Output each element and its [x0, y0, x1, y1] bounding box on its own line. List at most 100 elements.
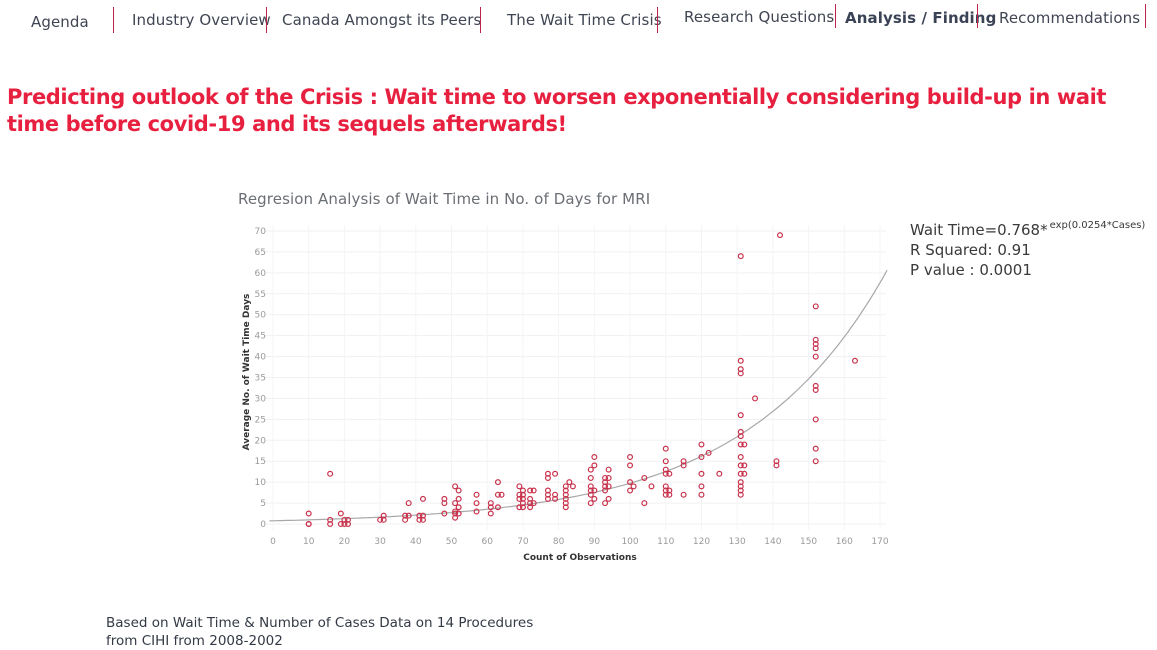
- data-point: [591, 462, 598, 469]
- x-tick-label: 120: [693, 537, 710, 547]
- data-point: [602, 474, 609, 481]
- data-point: [705, 449, 712, 456]
- y-tick-label: 65: [255, 248, 266, 258]
- y-tick-label: 60: [255, 269, 267, 279]
- nav-separator: [113, 7, 114, 33]
- data-point: [344, 516, 351, 523]
- x-tick-label: 100: [621, 537, 638, 547]
- data-point: [698, 491, 705, 498]
- data-point: [812, 336, 819, 343]
- nav-item-industry-overview[interactable]: Industry Overview: [132, 11, 271, 29]
- y-tick-label: 35: [255, 374, 266, 384]
- data-point: [455, 504, 462, 511]
- data-point: [494, 504, 501, 511]
- data-point: [569, 483, 576, 490]
- data-source-note: Based on Wait Time & Number of Cases Dat…: [106, 614, 533, 650]
- y-tick-label: 55: [255, 290, 266, 300]
- data-point: [741, 462, 748, 469]
- data-point: [698, 441, 705, 448]
- data-point: [452, 500, 459, 507]
- data-point: [487, 500, 494, 507]
- data-point: [562, 504, 569, 511]
- data-point: [487, 504, 494, 511]
- data-point: [737, 462, 744, 469]
- data-point: [552, 470, 559, 477]
- y-tick-label: 40: [255, 353, 267, 363]
- data-point: [544, 487, 551, 494]
- data-point: [680, 458, 687, 465]
- data-point: [662, 483, 669, 490]
- y-tick-label: 45: [255, 332, 266, 342]
- data-point: [494, 491, 501, 498]
- data-point: [527, 495, 534, 502]
- y-tick-label: 15: [255, 457, 266, 467]
- y-tick-label: 0: [260, 520, 266, 530]
- data-point: [473, 491, 480, 498]
- data-point: [327, 516, 334, 523]
- data-point: [452, 510, 459, 517]
- data-point: [741, 470, 748, 477]
- y-tick-label: 50: [255, 311, 267, 321]
- data-point: [591, 454, 598, 461]
- data-point: [662, 458, 669, 465]
- x-tick-label: 0: [270, 537, 276, 547]
- x-axis-ticks: 0 10 20 30 40 50 60 70 80 90 100 110 120 130 140 150 160…: [270, 537, 889, 547]
- data-point: [473, 508, 480, 515]
- data-point: [648, 483, 655, 490]
- data-point: [777, 232, 784, 239]
- data-point: [627, 454, 634, 461]
- x-tick-label: 30: [374, 537, 386, 547]
- data-point: [698, 483, 705, 490]
- x-tick-label: 50: [446, 537, 458, 547]
- data-point: [737, 433, 744, 440]
- data-point: [680, 491, 687, 498]
- data-point: [752, 395, 759, 402]
- data-point: [562, 487, 569, 494]
- data-point: [812, 341, 819, 348]
- source-note-line-1: Based on Wait Time & Number of Cases Dat…: [106, 615, 534, 631]
- nav-separator: [1145, 4, 1146, 28]
- data-point: [812, 458, 819, 465]
- nav-item-agenda[interactable]: Agenda: [31, 13, 89, 31]
- nav-item-analysis-finding[interactable]: Analysis / Finding: [845, 9, 997, 27]
- y-axis-ticks: 0 5 10 15 20 25 30 35 40 45 50 55 60 65 70: [255, 227, 267, 530]
- data-point: [737, 470, 744, 477]
- data-point: [552, 491, 559, 498]
- data-point: [441, 500, 448, 507]
- data-point: [737, 370, 744, 377]
- data-point: [516, 495, 523, 502]
- nav-item-research-questions[interactable]: Research Questions: [684, 8, 835, 26]
- data-point: [305, 510, 312, 517]
- data-point: [737, 491, 744, 498]
- data-point: [591, 495, 598, 502]
- data-point: [341, 520, 348, 527]
- data-point: [405, 500, 412, 507]
- data-point: [662, 491, 669, 498]
- data-point: [627, 479, 634, 486]
- data-point: [737, 483, 744, 490]
- nav-separator: [977, 4, 978, 28]
- data-point: [455, 487, 462, 494]
- data-point: [737, 441, 744, 448]
- nav-item-canada-amongst-peers[interactable]: Canada Amongst its Peers: [282, 11, 482, 29]
- data-point: [516, 483, 523, 490]
- data-point: [527, 500, 534, 507]
- p-value: P value : 0.0001: [910, 261, 1032, 279]
- x-tick-label: 20: [339, 537, 351, 547]
- data-point: [473, 500, 480, 507]
- data-point: [452, 483, 459, 490]
- x-tick-label: 90: [589, 537, 601, 547]
- data-point: [527, 487, 534, 494]
- data-point: [716, 470, 723, 477]
- data-point: [419, 495, 426, 502]
- data-point: [544, 495, 551, 502]
- nav-item-wait-time-crisis[interactable]: The Wait Time Crisis: [507, 11, 662, 29]
- nav-item-recommendations[interactable]: Recommendations: [999, 9, 1141, 27]
- data-point: [812, 345, 819, 352]
- data-point: [812, 353, 819, 360]
- equation-exponent: exp(0.0254*Cases): [1049, 220, 1146, 231]
- data-point: [737, 487, 744, 494]
- data-point: [516, 504, 523, 511]
- x-tick-label: 140: [764, 537, 781, 547]
- data-point: [419, 516, 426, 523]
